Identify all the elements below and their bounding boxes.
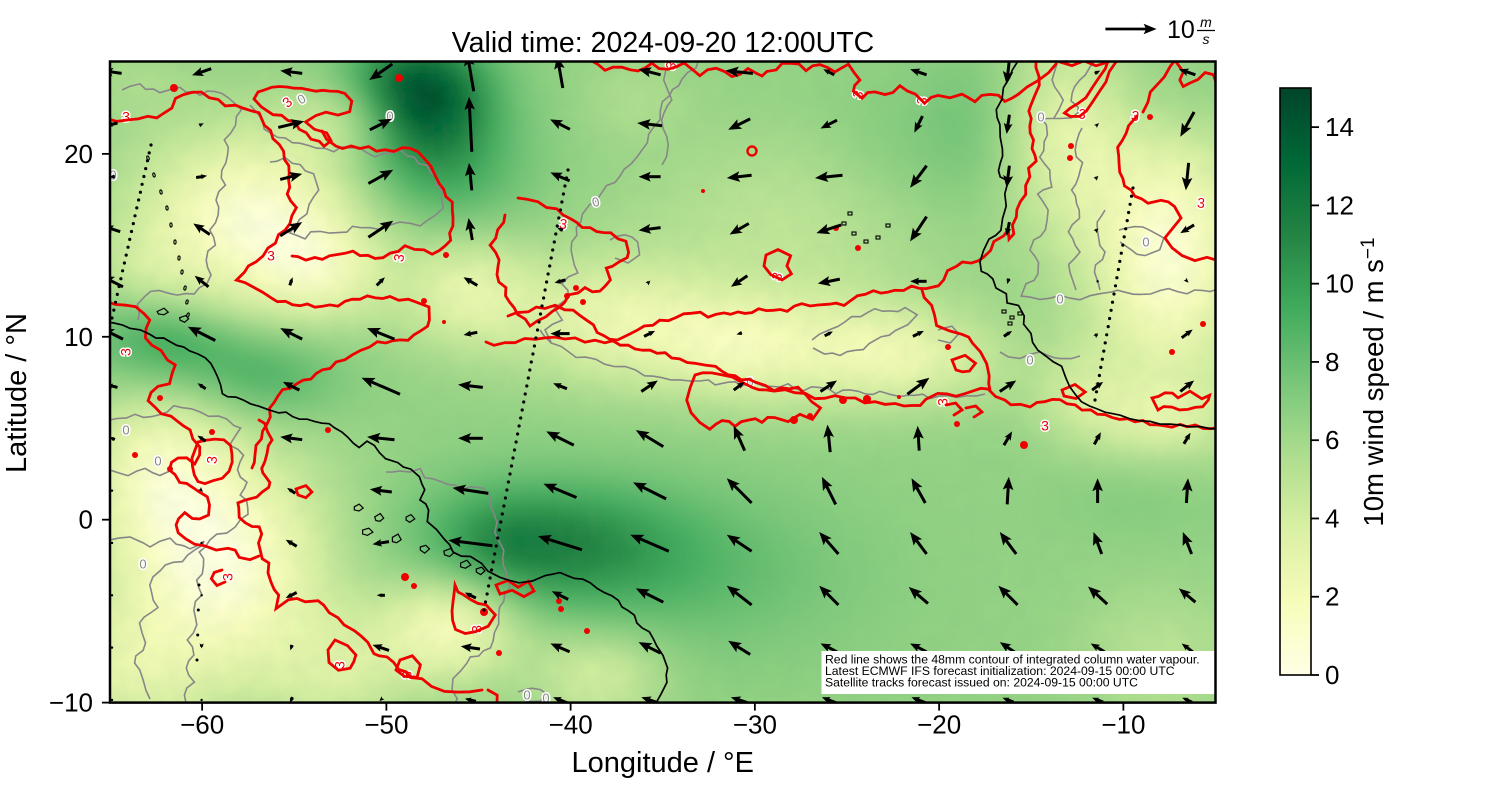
svg-text:−20: −20: [917, 710, 961, 740]
svg-text:3: 3: [399, 671, 415, 679]
svg-text:0: 0: [542, 690, 549, 705]
svg-text:20: 20: [64, 139, 93, 169]
svg-text:0: 0: [1037, 109, 1044, 124]
svg-text:Latitude / °N: Latitude / °N: [1, 313, 33, 473]
svg-text:0: 0: [746, 374, 753, 389]
svg-text:4: 4: [1325, 503, 1339, 533]
svg-text:0: 0: [122, 422, 129, 437]
svg-text:0: 0: [154, 453, 161, 468]
svg-text:−10: −10: [1101, 710, 1145, 740]
svg-text:0: 0: [1142, 234, 1149, 249]
svg-text:3: 3: [1041, 418, 1049, 434]
svg-text:3: 3: [267, 248, 275, 264]
svg-text:10: 10: [1167, 16, 1195, 44]
svg-text:Satellite tracks forecast issu: Satellite tracks forecast issued on: 202…: [825, 676, 1138, 690]
svg-text:3: 3: [332, 661, 348, 669]
svg-text:10: 10: [64, 322, 93, 352]
svg-text:2: 2: [1325, 582, 1339, 612]
svg-text:0: 0: [523, 687, 530, 702]
svg-text:10: 10: [1325, 269, 1354, 299]
svg-text:3: 3: [118, 348, 134, 356]
svg-text:6: 6: [1325, 425, 1339, 455]
svg-text:−10: −10: [49, 688, 93, 718]
svg-text:0: 0: [1026, 352, 1033, 367]
svg-text:Valid time: 2024-09-20 12:00UT: Valid time: 2024-09-20 12:00UTC: [452, 27, 874, 59]
svg-text:−30: −30: [733, 710, 777, 740]
svg-text:0: 0: [1056, 291, 1063, 306]
svg-text:14: 14: [1325, 112, 1354, 142]
svg-text:−60: −60: [180, 710, 224, 740]
svg-text:0: 0: [386, 108, 393, 123]
svg-text:3: 3: [203, 455, 220, 464]
svg-text:12: 12: [1325, 190, 1354, 220]
svg-text:10m wind speed / m s−1: 10m wind speed / m s−1: [1358, 237, 1389, 526]
svg-text:Latest ECMWF IFS forecast init: Latest ECMWF IFS forecast initialization…: [825, 664, 1175, 678]
svg-text:3: 3: [1197, 194, 1206, 211]
svg-text:8: 8: [1325, 347, 1339, 377]
svg-text:0: 0: [1325, 660, 1339, 690]
svg-text:0: 0: [139, 556, 146, 571]
svg-text:−50: −50: [364, 710, 408, 740]
svg-text:3: 3: [469, 625, 485, 633]
svg-text:s: s: [1203, 31, 1210, 47]
svg-text:Red line shows the 48mm contou: Red line shows the 48mm contour of integ…: [825, 653, 1200, 667]
svg-text:Longitude / °E: Longitude / °E: [571, 747, 754, 779]
svg-text:m: m: [1200, 14, 1212, 30]
svg-text:−40: −40: [549, 710, 593, 740]
svg-text:0: 0: [109, 167, 116, 182]
svg-text:3: 3: [935, 398, 951, 406]
svg-text:0: 0: [79, 505, 93, 535]
svg-text:3: 3: [122, 109, 130, 125]
svg-text:3: 3: [220, 573, 236, 581]
